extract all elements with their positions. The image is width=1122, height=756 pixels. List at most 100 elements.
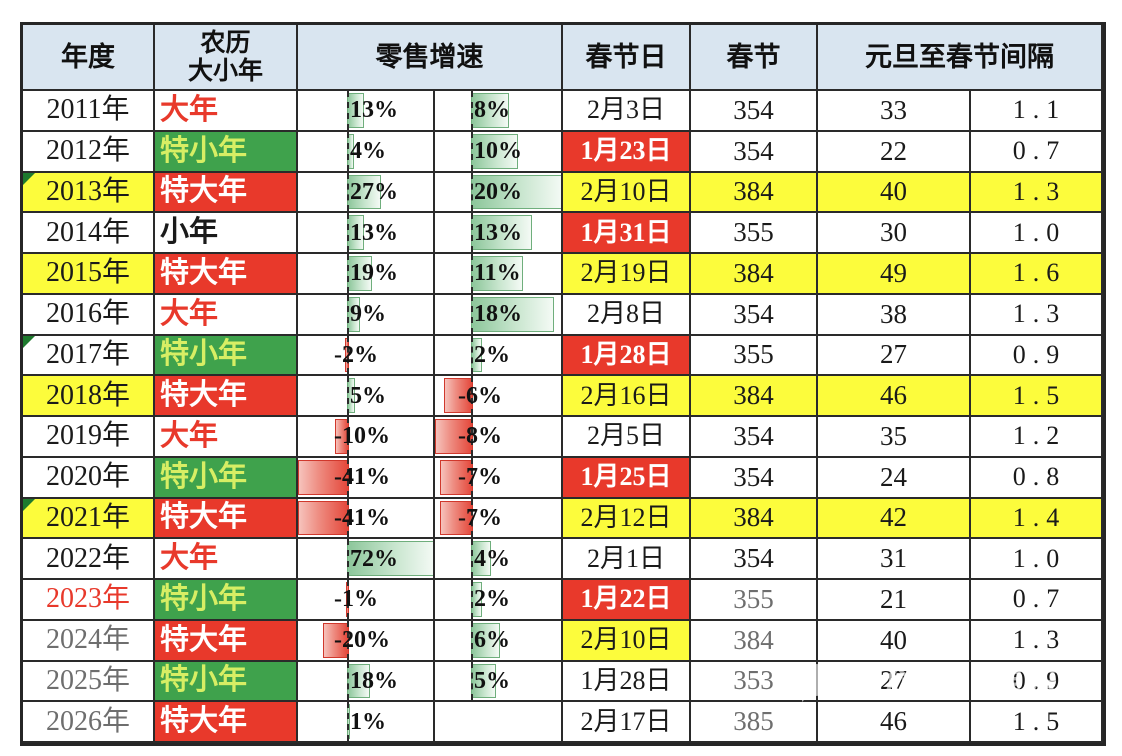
zero-axis-line	[346, 254, 349, 293]
header-retail-growth: 零售增速	[298, 25, 563, 91]
retail-growth-cell-2: 2%	[435, 335, 563, 377]
retail-growth-cell-2: -8%	[435, 417, 563, 458]
festival-date-cell: 2月10日	[563, 620, 691, 662]
spring-days-cell: 354	[691, 294, 818, 336]
lunar-type-cell: 特小年	[155, 580, 298, 621]
retail-growth-cell-2: 20%	[435, 172, 563, 214]
interval-ratio-value: 0.9	[1012, 339, 1067, 369]
header-festival: 春节	[691, 25, 818, 91]
retail-growth-cell-2: -6%	[435, 376, 563, 417]
retail-growth-cell-2: 13%	[435, 213, 563, 254]
year-label: 2019年	[45, 420, 130, 452]
growth-value: -7%	[457, 464, 502, 491]
data-bar	[298, 500, 349, 536]
growth-value: -10%	[333, 423, 390, 450]
interval-ratio-cell: 1.4	[971, 498, 1103, 540]
festival-date-label: 1月23日	[580, 136, 672, 166]
growth-value: 20%	[473, 178, 522, 205]
spring-days-cell: 385	[691, 702, 818, 743]
zero-axis-line	[471, 335, 473, 375]
retail-growth-cell-1: -2%	[298, 335, 435, 377]
festival-date-cell: 2月10日	[563, 172, 691, 214]
spring-days-cell: 354	[691, 457, 818, 499]
festival-date-label: 1月28日	[580, 665, 672, 695]
spring-days-cell: 384	[691, 172, 818, 214]
interval-days-value: 27	[880, 339, 907, 370]
spring-days-value: 355	[733, 339, 774, 370]
growth-value: -8%	[457, 423, 502, 450]
header-year-label: 年度	[61, 41, 115, 72]
zero-axis-line	[346, 417, 349, 456]
interval-ratio-cell: 0.9	[971, 661, 1103, 703]
growth-value: 9%	[349, 301, 386, 328]
lunar-type-label: 特大年	[160, 175, 248, 208]
festival-date-cell: 2月16日	[563, 376, 691, 417]
spring-days-cell: 384	[691, 498, 818, 540]
interval-days-value: 22	[880, 135, 907, 166]
interval-ratio-cell: 1.0	[971, 213, 1103, 254]
retail-growth-cell-2: 5%	[435, 661, 563, 703]
lunar-type-label: 大年	[160, 542, 219, 575]
spring-days-cell: 384	[691, 376, 818, 417]
festival-date-label: 1月28日	[580, 339, 672, 369]
lunar-type-cell: 特大年	[155, 498, 298, 540]
year-cell: 2026年	[23, 702, 155, 743]
interval-ratio-value: 1.3	[1012, 625, 1067, 655]
growth-value: 1%	[349, 708, 386, 735]
interval-days-value: 30	[880, 217, 907, 248]
year-cell: 2012年	[23, 131, 155, 173]
year-cell: 2020年	[23, 457, 155, 499]
year-cell: 2022年	[23, 539, 155, 580]
data-bar	[471, 622, 500, 658]
growth-value: 4%	[349, 138, 386, 165]
growth-value: -7%	[457, 504, 502, 531]
data-bar	[323, 622, 349, 658]
retail-growth-cell-1: -41%	[298, 457, 435, 499]
zero-axis-line	[471, 172, 473, 212]
interval-days-value: 40	[880, 176, 907, 207]
festival-date-label: 2月5日	[586, 421, 665, 451]
festival-date-cell: 2月17日	[563, 702, 691, 743]
festival-date-cell: 2月3日	[563, 91, 691, 132]
growth-value: 5%	[349, 382, 386, 409]
lunar-type-label: 特大年	[160, 256, 248, 289]
retail-growth-cell-1: 13%	[298, 91, 435, 132]
year-cell: 2015年	[23, 254, 155, 295]
retail-growth-cell-1: -41%	[298, 498, 435, 540]
festival-date-label: 2月19日	[580, 258, 672, 288]
lunar-type-label: 小年	[160, 216, 219, 249]
retail-growth-cell-1: 18%	[298, 661, 435, 703]
retail-growth-cell-1: 19%	[298, 254, 435, 295]
interval-days-cell: 22	[818, 131, 971, 173]
lunar-type-cell: 小年	[155, 213, 298, 254]
year-cell: 2017年	[23, 335, 155, 377]
spring-days-value: 384	[733, 257, 774, 288]
year-cell: 2024年	[23, 620, 155, 662]
interval-days-cell: 35	[818, 417, 971, 458]
interval-ratio-cell: 1.1	[971, 91, 1103, 132]
lunar-type-label: 特小年	[160, 134, 248, 167]
interval-days-cell: 46	[818, 702, 971, 743]
spring-days-value: 384	[733, 502, 774, 533]
interval-days-value: 31	[880, 543, 907, 574]
year-cell: 2023年	[23, 580, 155, 621]
festival-date-cell: 1月28日	[563, 335, 691, 377]
interval-days-value: 46	[880, 380, 907, 411]
lunar-type-label: 特大年	[160, 379, 248, 412]
interval-ratio-cell: 0.7	[971, 580, 1103, 621]
lunar-type-cell: 特大年	[155, 376, 298, 417]
festival-date-label: 2月10日	[580, 176, 672, 206]
header-lunar-line2: 大小年	[187, 56, 263, 85]
retail-growth-cell-2: 10%	[435, 131, 563, 173]
header-festival-label: 春节	[726, 41, 781, 72]
zero-axis-line	[471, 294, 473, 334]
data-bar	[471, 93, 509, 128]
data-bar	[439, 500, 473, 536]
zero-axis-line	[346, 580, 349, 619]
retail-growth-cell-2: 2%	[435, 580, 563, 621]
data-bar	[346, 256, 372, 291]
year-label: 2018年	[45, 379, 130, 411]
festival-date-label: 2月8日	[586, 299, 665, 329]
interval-days-cell: 40	[818, 172, 971, 214]
interval-ratio-cell: 1.5	[971, 376, 1103, 417]
